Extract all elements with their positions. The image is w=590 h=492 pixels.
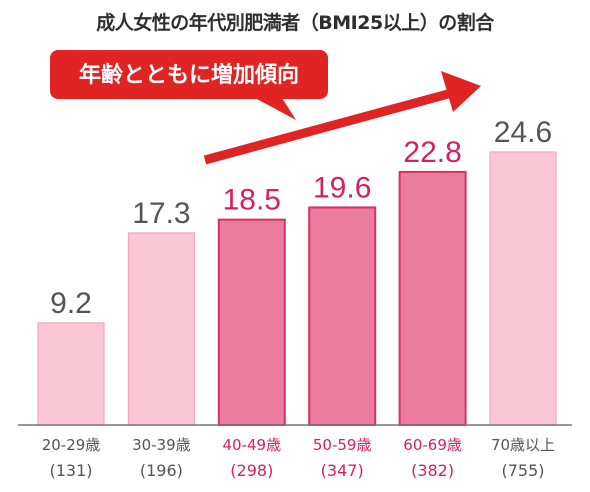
count-label: (131) bbox=[49, 461, 92, 480]
bar-60-69歳 bbox=[398, 170, 467, 426]
value-label: 19.6 bbox=[313, 171, 371, 204]
bar-20-29歳 bbox=[37, 322, 105, 426]
chart-title: 成人女性の年代別肥満者（BMI25以上）の割合 bbox=[96, 12, 494, 34]
category-label: 70歳以上 bbox=[491, 436, 555, 454]
category-label: 40-49歳 bbox=[223, 436, 282, 454]
category-label: 20-29歳 bbox=[42, 436, 101, 454]
value-label: 17.3 bbox=[132, 197, 190, 230]
bar-70歳以上 bbox=[489, 151, 557, 426]
trend-callout: 年齢とともに増加傾向 bbox=[50, 50, 328, 120]
value-label: 18.5 bbox=[223, 184, 281, 217]
category-label: 30-39歳 bbox=[132, 436, 191, 454]
category-label: 60-69歳 bbox=[403, 436, 462, 454]
count-label: (347) bbox=[321, 461, 364, 480]
value-label: 9.2 bbox=[50, 287, 92, 320]
category-label: 50-59歳 bbox=[313, 436, 372, 454]
count-label: (382) bbox=[411, 461, 454, 480]
count-label: (755) bbox=[501, 461, 544, 480]
count-label: (196) bbox=[140, 461, 183, 480]
trend-arrow bbox=[203, 71, 481, 165]
bar-30-39歳 bbox=[127, 232, 195, 426]
callout-label: 年齢とともに増加傾向 bbox=[79, 62, 299, 88]
value-label: 22.8 bbox=[403, 136, 461, 169]
bar-40-49歳 bbox=[217, 218, 286, 426]
count-label: (298) bbox=[230, 461, 273, 480]
bar-50-59歳 bbox=[308, 206, 377, 426]
value-label: 24.6 bbox=[494, 116, 552, 149]
